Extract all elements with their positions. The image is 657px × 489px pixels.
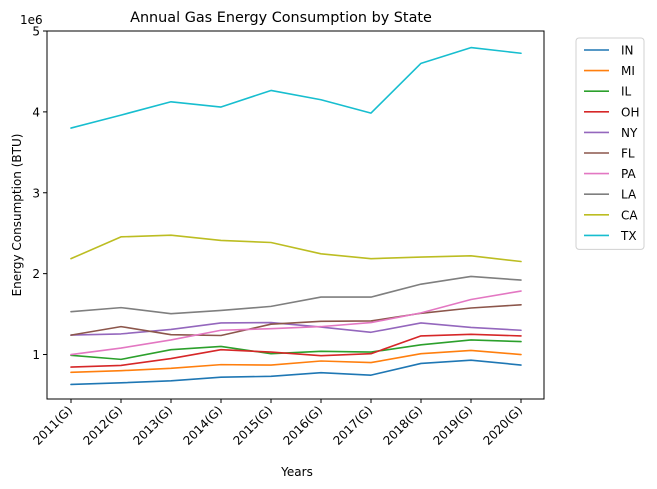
y-tick-label: 1 (32, 348, 40, 362)
series-line-ca (70, 234, 522, 263)
legend-label-la: LA (621, 188, 637, 202)
series-line-fl (70, 303, 522, 337)
legend-label-fl: FL (621, 147, 635, 161)
x-tick-label: 2016(G) (280, 403, 325, 448)
y-tick-label: 5 (32, 25, 40, 39)
y-tick-label: 2 (32, 267, 40, 281)
y-axis-label: Energy Consumption (BTU) (10, 134, 24, 297)
x-tick-label: 2015(G) (230, 403, 275, 448)
x-tick-label: 2018(G) (380, 403, 425, 448)
x-axis: 2011(G) 2012(G) 2013(G) 2014(G) 2015(G) 2016(… (30, 399, 525, 448)
legend-label-pa: PA (621, 167, 636, 181)
series-line-tx (70, 46, 522, 129)
chart-title: Annual Gas Energy Consumption by State (130, 10, 432, 26)
series-line-mi (70, 349, 522, 374)
legend-label-in: IN (621, 44, 634, 58)
series-line-il (70, 339, 522, 361)
series-line-la (70, 275, 522, 315)
y-tick-label: 3 (32, 186, 40, 200)
legend-label-ny: NY (621, 126, 638, 140)
legend-label-tx: TX (620, 229, 637, 243)
series-line-in (70, 359, 522, 386)
legend-label-il: IL (621, 85, 632, 99)
x-tick-label: 2012(G) (80, 403, 125, 448)
plot-frame (46, 30, 545, 400)
legend: IN MI IL OH NY FL PA LA CA TX (575, 37, 645, 250)
series-line-oh (70, 333, 522, 368)
x-tick-label: 2019(G) (430, 403, 475, 448)
y-axis-multiplier: 1e6 (20, 13, 43, 27)
x-tick-label: 2013(G) (130, 403, 175, 448)
x-axis-label: Years (280, 465, 313, 479)
y-axis: 1 2 3 4 5 (32, 25, 47, 362)
plot-lines (70, 46, 522, 386)
legend-label-mi: MI (621, 64, 635, 78)
x-tick-label: 2014(G) (180, 403, 225, 448)
y-tick-label: 4 (32, 105, 40, 119)
legend-label-ca: CA (621, 208, 638, 222)
series-line-ny (70, 321, 522, 336)
series-line-pa (70, 290, 522, 356)
x-tick-label: 2020(G) (480, 403, 525, 448)
x-tick-label: 2017(G) (330, 403, 375, 448)
x-tick-label: 2011(G) (30, 403, 75, 448)
legend-label-oh: OH (621, 105, 639, 119)
